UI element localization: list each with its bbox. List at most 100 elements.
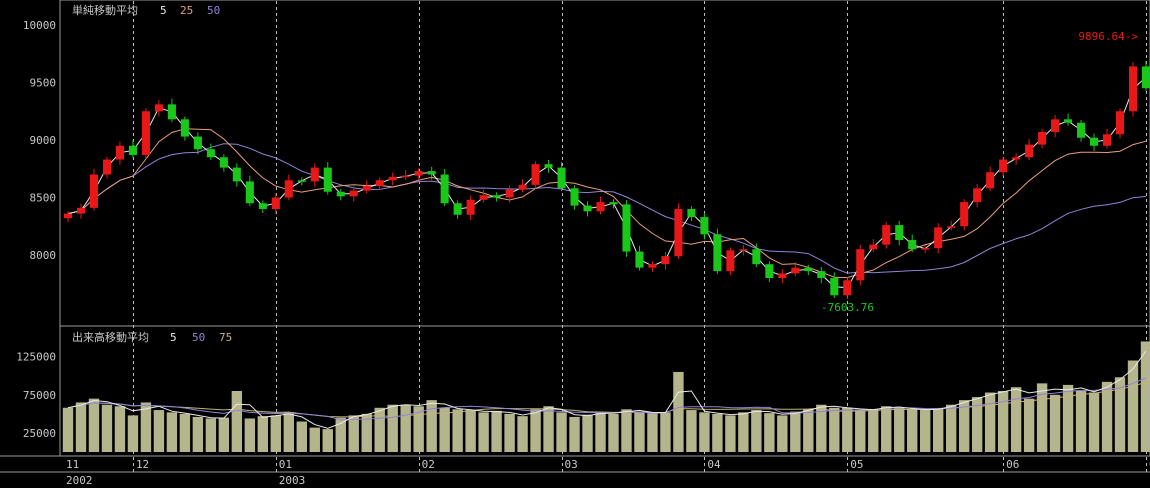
volume-bar xyxy=(530,409,541,452)
volume-bar xyxy=(686,410,697,452)
candle-body xyxy=(583,205,592,212)
price-y-tick-label: 10000 xyxy=(23,19,56,32)
price-y-tick-label: 8500 xyxy=(30,192,57,205)
volume-bar xyxy=(257,416,269,452)
candle-body xyxy=(544,164,553,168)
candle-body xyxy=(817,271,826,278)
year-label: 2002 xyxy=(66,474,93,487)
volume-bar xyxy=(751,410,762,452)
candle-body xyxy=(297,180,306,182)
volume-ma-50 xyxy=(67,377,1147,421)
candle-body xyxy=(609,202,618,205)
volume-bar xyxy=(608,413,619,452)
candle-body xyxy=(323,167,332,192)
volume-bar xyxy=(1036,383,1048,452)
candle-body xyxy=(1090,137,1099,146)
volume-bar xyxy=(218,417,230,452)
candle-body xyxy=(1051,119,1060,132)
volume-bar xyxy=(1075,391,1087,452)
volume-bar xyxy=(660,412,671,452)
month-tick-label: 04 xyxy=(707,458,721,471)
candle-body xyxy=(908,240,917,250)
price-ma-period-25: 25 xyxy=(180,4,193,17)
candle-body xyxy=(856,249,865,281)
volume-bar xyxy=(945,404,957,452)
volume-bar xyxy=(1088,392,1100,452)
volume-bar xyxy=(231,391,243,452)
candle-body xyxy=(479,195,488,200)
candle-body xyxy=(1128,66,1138,112)
candle-body xyxy=(1012,157,1021,160)
volume-bars xyxy=(62,341,1150,452)
volume-bar xyxy=(764,413,775,452)
candle-body xyxy=(700,217,709,235)
price-y-tick-label: 8000 xyxy=(30,249,57,262)
candle-body xyxy=(414,171,423,176)
candle-body xyxy=(973,188,982,203)
volume-bar xyxy=(1127,360,1139,452)
price-ma-period-50: 50 xyxy=(207,4,220,17)
candle-body xyxy=(947,226,956,228)
candle-body xyxy=(1103,134,1112,146)
volume-bar xyxy=(335,417,346,452)
volume-bar xyxy=(491,410,502,452)
volume-bar xyxy=(958,400,970,452)
volume-bar xyxy=(75,402,87,452)
candle-body xyxy=(1115,111,1125,135)
candle-body xyxy=(674,209,683,257)
candle-body xyxy=(596,202,605,212)
volume-bar xyxy=(868,409,879,452)
volume-bar xyxy=(1114,377,1126,452)
candle-body xyxy=(635,251,644,268)
price-y-tick-label: 9000 xyxy=(30,134,57,147)
volume-bar xyxy=(1140,341,1150,452)
candle-body xyxy=(258,203,267,209)
candle-body xyxy=(180,119,189,137)
candle-body xyxy=(115,145,124,160)
volume-bar xyxy=(270,415,282,452)
volume-bar xyxy=(179,413,191,452)
volume-ma-period-5: 5 xyxy=(170,331,177,344)
candle-body xyxy=(89,174,99,208)
candle-body xyxy=(687,209,696,218)
candle-body xyxy=(999,159,1008,173)
volume-bar xyxy=(1062,384,1074,452)
volume-bar xyxy=(309,427,320,452)
volume-bar xyxy=(88,398,100,452)
candle-body xyxy=(453,203,462,215)
volume-bar xyxy=(296,421,307,452)
volume-bar xyxy=(673,371,684,452)
candle-body xyxy=(193,136,202,150)
candle-body xyxy=(960,202,969,227)
candle-body xyxy=(661,256,670,265)
volume-bar xyxy=(881,406,892,452)
candle-body xyxy=(336,191,345,197)
volume-bar xyxy=(595,412,606,452)
volume-bar xyxy=(387,404,398,452)
candle-body xyxy=(466,199,475,215)
volume-bar xyxy=(907,409,918,452)
candle-body xyxy=(1038,131,1047,145)
candle-body xyxy=(271,197,280,209)
volume-bar xyxy=(140,402,152,452)
price-ma-5 xyxy=(67,76,1147,289)
candle-body xyxy=(934,227,943,249)
volume-bar xyxy=(517,416,528,452)
month-tick-label: 06 xyxy=(1006,458,1019,471)
candle-body xyxy=(492,195,501,198)
price-ma-25 xyxy=(67,128,1147,279)
candle-body xyxy=(427,171,436,175)
volume-bar xyxy=(374,407,385,452)
candle-body xyxy=(986,172,995,189)
candle-body xyxy=(505,189,514,198)
volume-bar xyxy=(855,410,866,452)
volume-bar xyxy=(647,413,658,452)
candle-body xyxy=(648,264,657,268)
candle-body xyxy=(765,264,774,278)
volume-bar xyxy=(1010,387,1022,452)
candle-body xyxy=(752,249,761,265)
volume-bar xyxy=(569,416,580,452)
candle-body xyxy=(375,180,384,186)
volume-bar xyxy=(920,410,931,452)
volume-bar xyxy=(322,429,333,452)
